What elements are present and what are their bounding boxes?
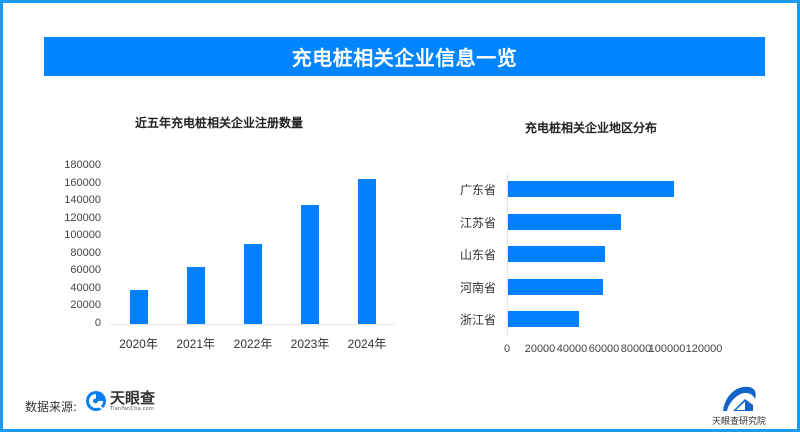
x-axis-tick: 20000 — [524, 343, 556, 355]
x-axis-tick: 2021年 — [176, 337, 216, 351]
x-axis-tick: 80000 — [620, 343, 652, 355]
x-axis-tick: 40000 — [556, 343, 588, 355]
y-axis-tick: 40000 — [70, 281, 101, 294]
y-axis-tick: 100000 — [64, 229, 101, 242]
bar-山东省 — [508, 246, 606, 262]
x-axis-tick: 2020年 — [119, 337, 158, 351]
right-chart-title: 充电桩相关企业地区分布 — [525, 121, 658, 135]
bar-浙江省 — [508, 311, 579, 327]
category-label: 广东省 — [459, 183, 496, 197]
category-label: 浙江省 — [459, 313, 496, 327]
page-title: 充电桩相关企业信息一览 — [291, 46, 518, 70]
tianyancha-logo: 天眼查 TianYanCha.com — [85, 390, 155, 412]
category-label: 江苏省 — [459, 215, 496, 230]
bar-广东省 — [508, 181, 674, 197]
bar-2022年 — [244, 243, 262, 324]
y-axis-tick: 140000 — [64, 194, 101, 207]
tianyancha-logo-name: 天眼查 — [110, 389, 156, 407]
y-axis-tick: 20000 — [70, 299, 101, 312]
bar-河南省 — [508, 278, 603, 295]
y-axis-tick: 80000 — [70, 246, 101, 259]
x-axis-tick: 60000 — [588, 343, 620, 355]
left-chart-title: 近五年充电桩相关企业注册数量 — [135, 116, 304, 130]
category-label: 河南省 — [459, 280, 496, 295]
tianyancha-logo-icon — [86, 391, 106, 411]
y-axis-tick: 120000 — [64, 211, 101, 224]
x-axis-tick: 2023年 — [290, 337, 330, 351]
bar-江苏省 — [508, 213, 622, 230]
y-axis-tick: 60000 — [70, 264, 101, 277]
x-axis-tick: 120000 — [685, 343, 723, 355]
x-axis-tick: 100000 — [648, 343, 686, 355]
x-axis-tick: 2022年 — [233, 337, 273, 351]
institute-name: 天眼查研究院 — [711, 417, 766, 427]
y-axis-line — [507, 173, 508, 336]
y-axis-tick: 160000 — [64, 176, 101, 189]
institute-logo-icon — [723, 386, 756, 411]
bar-2020年 — [129, 289, 148, 324]
bar-2021年 — [186, 266, 205, 324]
bar-2024年 — [358, 178, 376, 324]
x-axis-tick: 0 — [503, 343, 511, 355]
category-label: 山东省 — [459, 248, 496, 262]
tianyancha-logo-url: TianYanCha.com — [110, 406, 154, 412]
y-axis-tick: 180000 — [64, 159, 101, 171]
y-axis-tick: 0 — [94, 317, 101, 329]
x-axis-line — [110, 324, 395, 325]
header-bar: 充电桩相关企业信息一览 — [44, 37, 765, 76]
x-axis-tick: 2024年 — [347, 337, 387, 351]
bar-2023年 — [301, 204, 319, 324]
institute-logo: 天眼查研究院 — [709, 383, 769, 427]
source-label: 数据来源: — [25, 400, 78, 414]
